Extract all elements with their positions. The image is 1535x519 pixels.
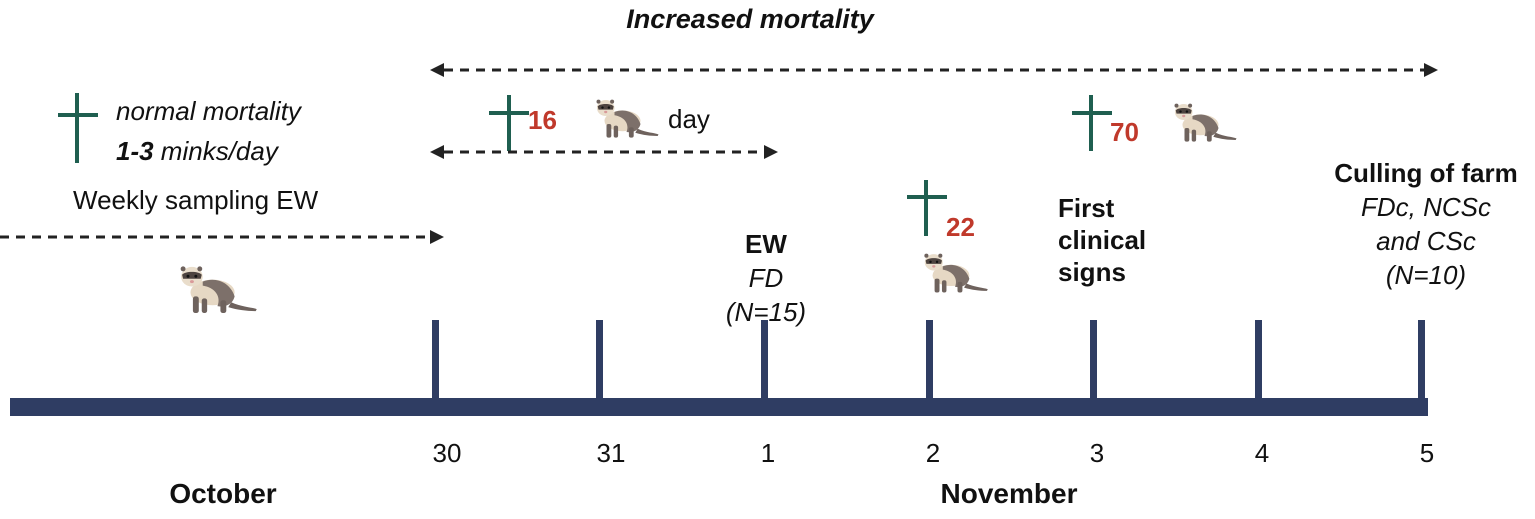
first-clinical-signs-line: clinical: [1058, 225, 1147, 255]
timeline-tick: [596, 320, 603, 402]
tick-label: 31: [596, 438, 626, 468]
cross-icon: [58, 93, 98, 163]
timeline-tick: [926, 320, 933, 402]
month-october: October: [169, 478, 277, 509]
normal-mortality-rate: 1-3 minks/day: [116, 136, 278, 167]
mink-illustration: [1150, 100, 1255, 144]
tick-label: 4: [1254, 438, 1270, 468]
normal-mortality-unit: minks/day: [153, 136, 278, 166]
culling-event: Culling of farm FDc, NCSc and CSc (N=10): [1334, 156, 1517, 292]
ew-event: EW FD (N=15): [726, 227, 806, 329]
increased-mortality-arrow: [430, 63, 1438, 77]
daily-deaths-count-16: 16: [528, 105, 557, 135]
ew-sub: FD: [748, 263, 784, 293]
culling-title: Culling of farm: [1334, 158, 1518, 188]
timeline-tick: [761, 320, 768, 402]
tick-label: 3: [1089, 438, 1105, 468]
culling-n: (N=10): [1385, 260, 1467, 290]
increased-mortality-title: Increased mortality: [626, 4, 874, 34]
first-clinical-signs-line: signs: [1058, 257, 1126, 287]
first-clinical-signs-line: First: [1058, 193, 1115, 223]
tick-label: 1: [760, 438, 776, 468]
tick-label: 30: [432, 438, 462, 468]
normal-mortality-count: 1-3: [116, 136, 154, 166]
culling-sub: FDc, NCSc: [1361, 192, 1491, 222]
period-arrow: [430, 145, 778, 159]
culling-sub: and CSc: [1376, 226, 1476, 256]
weekly-sampling-label: Weekly sampling EW: [73, 185, 319, 215]
timeline-axis: [10, 398, 1428, 416]
per-day-label: day: [668, 104, 710, 134]
mink-illustration: [572, 96, 677, 140]
tick-label: 5: [1419, 438, 1435, 468]
mink-illustration: [898, 250, 1008, 295]
cross-icon: [1072, 95, 1112, 151]
timeline-tick: [1090, 320, 1097, 402]
daily-deaths-count-22: 22: [946, 212, 975, 242]
cross-icon: [489, 95, 529, 151]
ew-title: EW: [745, 229, 787, 259]
normal-mortality-label: normal mortality: [116, 96, 301, 126]
daily-deaths-count-70: 70: [1110, 117, 1139, 147]
tick-label: 2: [925, 438, 941, 468]
timeline-tick: [432, 320, 439, 402]
timeline-tick: [1418, 320, 1425, 402]
timeline-tick: [1255, 320, 1262, 402]
weekly-sampling-arrow: [0, 230, 444, 244]
first-clinical-signs-label: First clinical signs: [1058, 192, 1146, 288]
cross-icon: [907, 180, 947, 236]
mink-illustration: [130, 262, 300, 316]
month-november: November: [940, 478, 1078, 509]
